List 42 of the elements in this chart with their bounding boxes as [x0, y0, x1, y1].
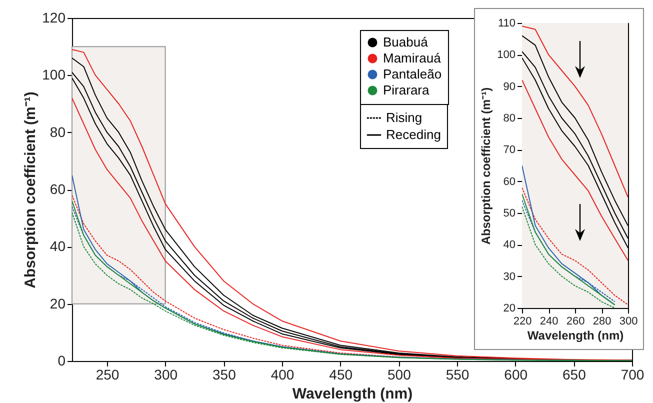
- legend-label: Receding: [386, 127, 441, 142]
- y-tick-label: 110: [498, 18, 516, 30]
- y-tick-label: 120: [42, 10, 66, 26]
- y-tick-label: 90: [503, 80, 516, 93]
- x-tick-label: 280: [592, 316, 612, 328]
- x-tick-label: 650: [562, 366, 586, 382]
- x-tick-label: 300: [619, 316, 638, 328]
- y-tick-label: 20: [503, 302, 516, 314]
- y-tick-label: 80: [503, 112, 516, 124]
- legend-label: Pirarara: [383, 82, 430, 98]
- legend-label: Pantaleão: [383, 66, 442, 82]
- legend-label: Buabuá: [383, 34, 429, 50]
- x-tick-label: 250: [96, 366, 120, 382]
- x-tick-label: 500: [387, 366, 412, 382]
- x-tick-label: 350: [212, 366, 236, 382]
- y-tick-label: 30: [503, 270, 516, 283]
- y-tick-label: 20: [50, 295, 66, 312]
- y-tick-label: 60: [50, 181, 66, 197]
- y-tick-label: 100: [497, 49, 516, 62]
- y-axis-title: Absorption coefficient (m⁻¹): [479, 87, 494, 245]
- x-tick-label: 600: [504, 366, 528, 382]
- x-tick-label: 300: [154, 366, 178, 382]
- legend-label: Mamirauá: [383, 50, 442, 66]
- y-tick-label: 40: [503, 239, 516, 252]
- y-tick-label: 40: [50, 238, 66, 254]
- x-tick-label: 450: [329, 366, 353, 382]
- x-tick-label: 400: [270, 366, 294, 382]
- x-axis-title: Wavelength (nm): [292, 386, 413, 402]
- y-tick-label: 60: [503, 176, 516, 188]
- y-tick-label: 80: [50, 124, 66, 140]
- y-tick-label: 70: [503, 144, 516, 156]
- legend-label: Rising: [386, 110, 422, 125]
- x-axis-title: Wavelength (nm): [527, 328, 624, 342]
- x-tick-label: 240: [540, 316, 558, 328]
- y-tick-label: 50: [503, 208, 516, 220]
- x-tick-label: 260: [566, 316, 585, 328]
- y-axis-title: Absorption coefficient (m⁻¹): [22, 92, 40, 288]
- y-tick-label: 0: [58, 352, 66, 368]
- x-tick-label: 550: [446, 366, 470, 382]
- x-tick-label: 220: [513, 316, 532, 328]
- x-tick-label: 700: [620, 366, 644, 382]
- y-tick-label: 100: [42, 66, 66, 83]
